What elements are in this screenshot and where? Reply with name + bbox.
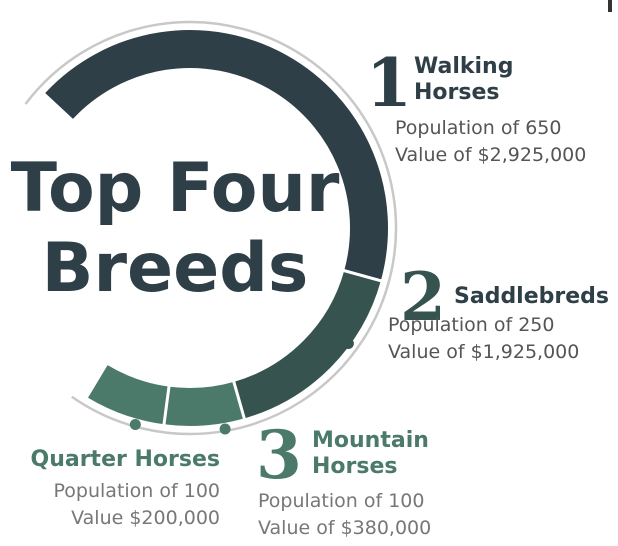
rank-number: 2 (400, 258, 446, 336)
breed-name: Walking Horses (414, 54, 514, 105)
value-label: Value of $1,925,000 (388, 341, 580, 363)
population-label: Population of 100 (53, 480, 220, 502)
population-label: Population of 650 (395, 117, 562, 139)
breed-name: Mountain Horses (312, 428, 429, 479)
segment-gap (232, 380, 246, 420)
value-label: Value $200,000 (71, 507, 220, 529)
arc-segment (164, 381, 245, 426)
guide-arc (24, 20, 398, 436)
title-line: Top Four (10, 149, 340, 228)
segment-gap (162, 385, 171, 426)
edge-mark (608, 0, 612, 12)
population-label: Population of 100 (258, 490, 425, 512)
connector-dot (371, 180, 383, 192)
arc-segment (88, 364, 170, 425)
title-line: Breeds (41, 229, 309, 308)
connector-dot (342, 337, 354, 349)
arc-segment (45, 30, 388, 281)
rank-number: 1 (366, 44, 412, 122)
rank-number: 3 (256, 416, 302, 494)
breed-name: Saddlebreds (454, 284, 610, 309)
connector-dot (129, 419, 141, 431)
connector-dot (219, 423, 231, 435)
breed-name: Quarter Horses (30, 447, 221, 472)
segment-gap (342, 268, 383, 283)
population-label: Population of 250 (388, 314, 555, 336)
value-label: Value of $380,000 (258, 517, 432, 539)
arc-segment (233, 270, 381, 419)
value-label: Value of $2,925,000 (395, 144, 587, 166)
